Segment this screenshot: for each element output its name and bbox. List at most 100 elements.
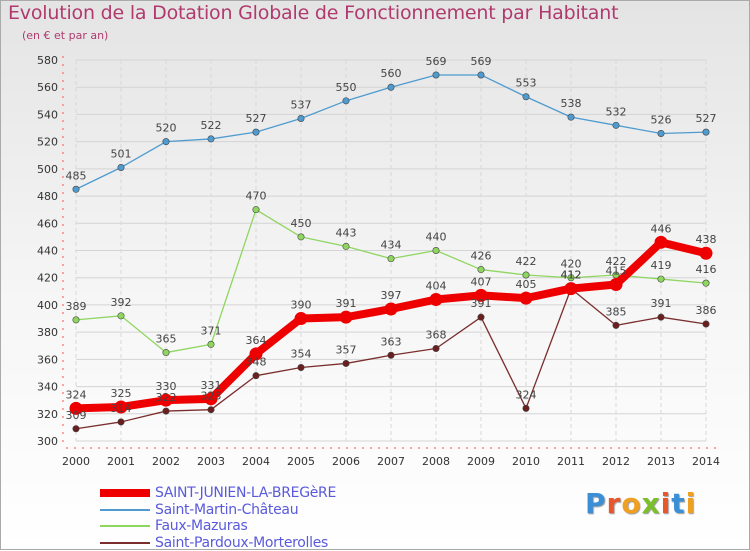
x-tick-label: 2009 (467, 455, 495, 468)
x-tick-label: 2013 (647, 455, 675, 468)
y-tick-label: 440 (37, 245, 58, 258)
data-label: 422 (606, 255, 627, 268)
x-tick-label: 2007 (377, 455, 405, 468)
data-point (702, 128, 710, 136)
data-label: 391 (471, 297, 492, 310)
data-label: 309 (66, 409, 87, 422)
y-tick-label: 400 (37, 299, 58, 312)
y-tick-label: 540 (37, 108, 58, 121)
logo-letter: t (671, 487, 686, 520)
data-point (612, 121, 620, 129)
data-label: 485 (66, 169, 87, 182)
x-tick-label: 2012 (602, 455, 630, 468)
logo-letter: i (660, 487, 672, 520)
data-point (432, 247, 440, 255)
data-point (612, 321, 620, 329)
logo-letter: o (621, 487, 642, 520)
data-point (387, 351, 395, 359)
data-point (252, 372, 260, 380)
data-point (117, 312, 125, 320)
data-label: 470 (246, 190, 267, 203)
chart-subtitle: (en € et par an) (22, 29, 109, 42)
data-label: 371 (201, 324, 222, 337)
y-tick-label: 560 (37, 81, 58, 94)
legend-label: Saint-Martin-Château (155, 501, 299, 518)
data-label: 386 (696, 304, 717, 317)
data-label: 422 (516, 255, 537, 268)
data-point (567, 274, 575, 282)
legend-label: Saint-Pardoux-Morterolles (155, 534, 329, 551)
data-label: 532 (606, 105, 627, 118)
data-label: 357 (336, 343, 357, 356)
data-point (477, 71, 485, 79)
data-label: 419 (651, 259, 672, 272)
data-point (387, 255, 395, 263)
data-label: 415 (606, 265, 627, 278)
y-tick-label: 420 (37, 272, 58, 285)
data-label: 397 (381, 289, 402, 302)
data-point (72, 425, 80, 433)
proxiti-logo: Proxiti (585, 487, 696, 520)
data-label: 538 (561, 97, 582, 110)
y-tick-label: 340 (37, 381, 58, 394)
y-tick-label: 500 (37, 163, 58, 176)
data-point (429, 292, 443, 306)
data-label: 391 (336, 297, 357, 310)
data-label: 390 (291, 299, 312, 312)
data-point (342, 242, 350, 250)
data-label: 323 (201, 390, 222, 403)
y-tick-label: 580 (37, 54, 58, 67)
data-point (252, 128, 260, 136)
data-point (432, 71, 440, 79)
data-label: 569 (426, 55, 447, 68)
data-label: 407 (471, 275, 492, 288)
data-label: 420 (561, 258, 582, 271)
data-point (702, 279, 710, 287)
x-tick-label: 2014 (692, 455, 720, 468)
data-point (297, 364, 305, 372)
data-label: 434 (381, 239, 402, 252)
data-label: 322 (156, 391, 177, 404)
data-point (117, 163, 125, 171)
data-label: 389 (66, 300, 87, 313)
data-label: 391 (651, 297, 672, 310)
y-tick-label: 360 (37, 353, 58, 366)
data-label: 314 (111, 402, 132, 415)
data-label: 520 (156, 122, 177, 135)
data-label: 537 (291, 99, 312, 112)
data-label: 501 (111, 147, 132, 160)
data-label: 392 (111, 296, 132, 309)
data-point (654, 235, 668, 249)
data-label: 363 (381, 335, 402, 348)
legend-swatch (100, 489, 150, 497)
data-label: 368 (426, 328, 447, 341)
data-point (477, 313, 485, 321)
data-point (522, 271, 530, 279)
x-tick-label: 2003 (197, 455, 225, 468)
x-tick-label: 2011 (557, 455, 585, 468)
data-point (162, 349, 170, 357)
legend-label: Faux-Mazuras (155, 518, 248, 534)
data-point (204, 392, 218, 406)
data-label: 522 (201, 119, 222, 132)
data-point (114, 400, 128, 414)
legend-swatch (100, 541, 150, 544)
data-label: 365 (156, 333, 177, 346)
data-label: 440 (426, 231, 447, 244)
data-point (519, 291, 533, 305)
y-tick-label: 480 (37, 190, 58, 203)
data-point (387, 83, 395, 91)
data-point (567, 113, 575, 121)
data-point (207, 340, 215, 348)
x-tick-label: 2004 (242, 455, 270, 468)
data-point (657, 313, 665, 321)
logo-letter: i (685, 487, 697, 520)
data-point (162, 138, 170, 146)
y-tick-label: 300 (37, 435, 58, 448)
data-point (252, 206, 260, 214)
logo-letter: P (585, 487, 607, 520)
y-tick-label: 520 (37, 136, 58, 149)
data-label: 438 (696, 233, 717, 246)
legend-label: SAINT-JUNIEN-LA-BREGèRE (155, 485, 337, 501)
data-point (72, 185, 80, 193)
